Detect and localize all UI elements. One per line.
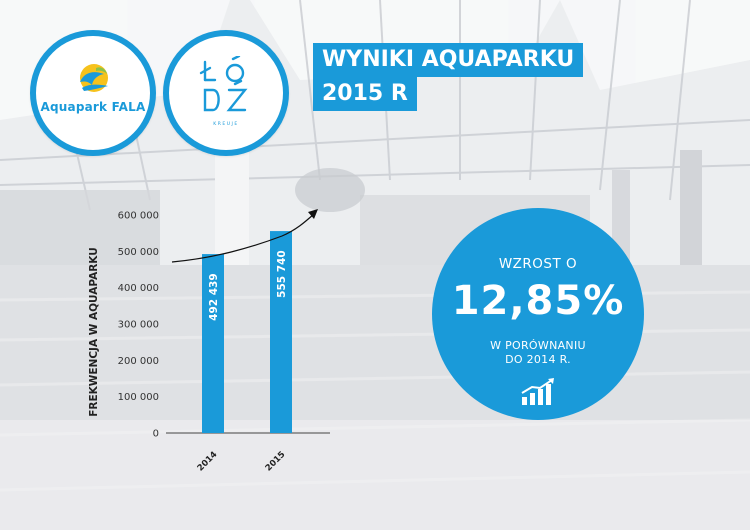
title-line-1: WYNIKI AQUAPARKU	[313, 43, 584, 77]
fala-emblem-icon	[80, 64, 108, 92]
y-tick-label: 200 000	[118, 356, 159, 367]
y-tick-label: 400 000	[118, 283, 159, 294]
growth-chart-icon	[521, 378, 554, 405]
y-tick-label: 0	[153, 429, 159, 440]
growth-highlight-bubble: WZROST O 12,85% W PORÓWNANIU DO 2014 R.	[432, 208, 644, 420]
lodz-kreuje-logo: KREUJE	[163, 30, 289, 156]
y-tick-label: 500 000	[118, 247, 159, 258]
bar-value-label: 492 439	[208, 273, 220, 321]
comparison-line-1: W PORÓWNANIU	[490, 339, 586, 352]
lodz-glyph-icon	[199, 56, 248, 112]
y-axis-title: FREKWENCJA W AQUAPARKU	[88, 247, 100, 417]
title-line-2: 2015 R	[313, 77, 417, 111]
x-tick-label: 2014	[196, 450, 220, 474]
y-tick-label: 100 000	[118, 392, 159, 403]
y-tick-label: 600 000	[118, 211, 159, 222]
bar-value-label: 555 740	[276, 250, 288, 298]
x-tick-label: 2015	[264, 450, 288, 474]
y-tick-label: 300 000	[118, 320, 159, 331]
lodz-logo-subtext: KREUJE	[213, 122, 239, 127]
comparison-line-2: DO 2014 R.	[505, 353, 571, 366]
bar	[202, 254, 224, 433]
trend-arrow-head-icon	[308, 209, 318, 219]
aquapark-fala-logo: Aquapark FALA	[30, 30, 156, 156]
growth-label: WZROST O	[498, 256, 578, 272]
bar	[270, 231, 292, 433]
growth-value: 12,85%	[451, 278, 625, 324]
fala-logo-text: Aquapark FALA	[40, 100, 146, 114]
trend-arrow-icon	[171, 213, 315, 263]
